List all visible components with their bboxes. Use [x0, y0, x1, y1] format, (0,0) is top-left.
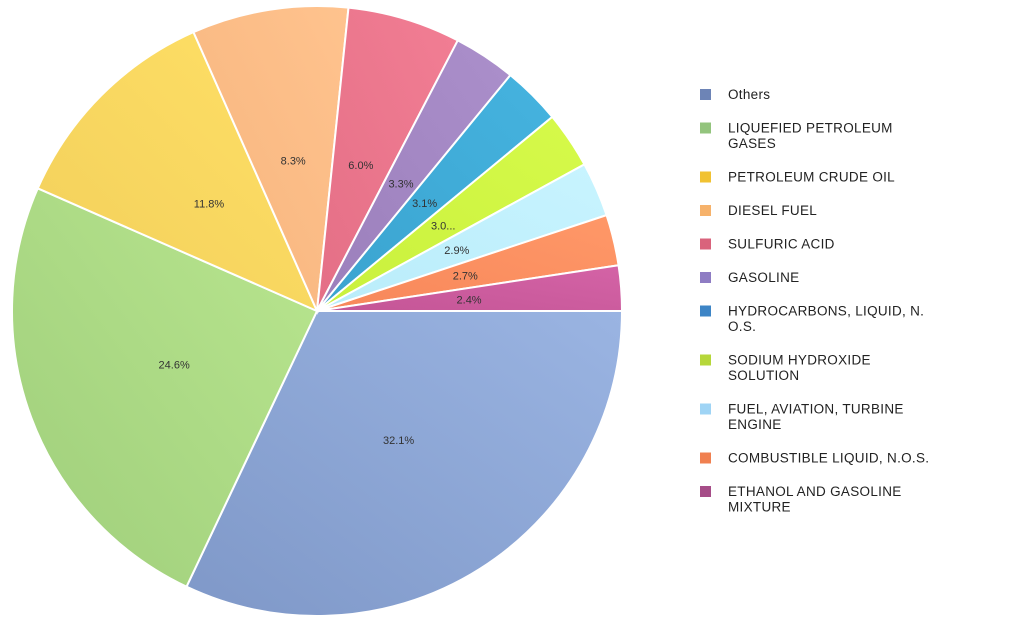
legend-swatch-sodium-hydroxide-solution [700, 354, 711, 366]
slice-label-others: 32.1% [383, 435, 414, 447]
legend-label-ethanol-and-gasoline-mixture-line-2: MIXTURE [728, 500, 791, 515]
slice-label-fuel-aviation-turbine-engine: 2.9% [444, 245, 469, 257]
slice-label-petroleum-crude-oil: 11.8% [194, 198, 225, 210]
slice-label-gasoline: 3.3% [388, 179, 413, 191]
legend-swatch-petroleum-crude-oil [700, 171, 711, 183]
legend-label-ethanol-and-gasoline-mixture: ETHANOL AND GASOLINE [728, 484, 902, 499]
pie-slices [11, 5, 624, 617]
legend-label-fuel-aviation-turbine-engine-line-2: ENGINE [728, 417, 782, 432]
legend-label-hydrocarbons-liquid-n-o-s-line-2: O.S. [728, 319, 756, 334]
pie-slice-diesel-fuel[interactable] [192, 5, 350, 315]
legend-swatch-fuel-aviation-turbine-engine [700, 403, 711, 415]
legend-swatch-others [700, 89, 711, 100]
legend-label-liquefied-petroleum-gases-line-2: GASES [728, 136, 776, 151]
legend-swatch-gasoline [700, 272, 711, 283]
legend-swatch-sulfuric-acid [700, 238, 711, 250]
legend-item-gasoline[interactable]: GASOLINE [700, 270, 799, 285]
legend-label-liquefied-petroleum-gases: LIQUEFIED PETROLEUM [728, 121, 893, 136]
legend-label-diesel-fuel: DIESEL FUEL [728, 203, 817, 218]
legend-label-fuel-aviation-turbine-engine: FUEL, AVIATION, TURBINE [728, 402, 904, 417]
pie-slice-others[interactable] [185, 310, 624, 617]
legend-item-others[interactable]: Others [700, 87, 770, 102]
legend-label-gasoline: GASOLINE [728, 270, 799, 285]
legend-item-sulfuric-acid[interactable]: SULFURIC ACID [700, 237, 835, 252]
pie-slice-liquefied-petroleum-gases[interactable] [11, 187, 319, 589]
legend-item-diesel-fuel[interactable]: DIESEL FUEL [700, 203, 817, 218]
slice-label-sulfuric-acid: 6.0% [348, 160, 373, 172]
pie-slice-labels: 32.1% 24.6% 11.8% 8.3% 6.0% 3.3% 3.1% 3.0... 2.9… [159, 155, 482, 446]
slice-label-hydrocarbons-liquid-n-o-s: 3.1% [412, 198, 437, 210]
legend-swatch-hydrocarbons-liquid-n-o-s [700, 305, 711, 317]
slice-label-sodium-hydroxide-solution: 3.0... [431, 220, 455, 232]
legend-label-sodium-hydroxide-solution: SODIUM HYDROXIDE [728, 353, 871, 368]
slice-label-diesel-fuel: 8.3% [281, 155, 306, 167]
legend-label-combustible-liquid-n-o-s: COMBUSTIBLE LIQUID, N.O.S. [728, 451, 929, 466]
legend-swatch-liquefied-petroleum-gases [700, 122, 711, 134]
slice-label-liquefied-petroleum-gases: 24.6% [159, 359, 190, 371]
legend-item-petroleum-crude-oil[interactable]: PETROLEUM CRUDE OIL [700, 170, 895, 185]
slice-label-combustible-liquid-n-o-s: 2.7% [453, 270, 478, 282]
legend-item-combustible-liquid-n-o-s[interactable]: COMBUSTIBLE LIQUID, N.O.S. [700, 451, 929, 466]
slice-label-ethanol-and-gasoline-mixture: 2.4% [457, 295, 482, 307]
legend-swatch-combustible-liquid-n-o-s [700, 452, 711, 464]
legend-swatch-ethanol-and-gasoline-mixture [700, 486, 711, 497]
legend-item-hydrocarbons-liquid-n-o-s[interactable]: HYDROCARBONS, LIQUID, N.O.S. [700, 304, 924, 335]
legend-label-sodium-hydroxide-solution-line-2: SOLUTION [728, 368, 799, 383]
pie-slice-ethanol-and-gasoline-mixture[interactable] [316, 264, 624, 312]
pie-slice-petroleum-crude-oil[interactable] [36, 30, 319, 313]
legend-swatch-diesel-fuel [700, 205, 711, 216]
legend-label-petroleum-crude-oil: PETROLEUM CRUDE OIL [728, 170, 895, 185]
legend-label-sulfuric-acid: SULFURIC ACID [728, 237, 835, 252]
legend-label-others: Others [728, 87, 770, 102]
legend-label-hydrocarbons-liquid-n-o-s: HYDROCARBONS, LIQUID, N. [728, 304, 924, 319]
